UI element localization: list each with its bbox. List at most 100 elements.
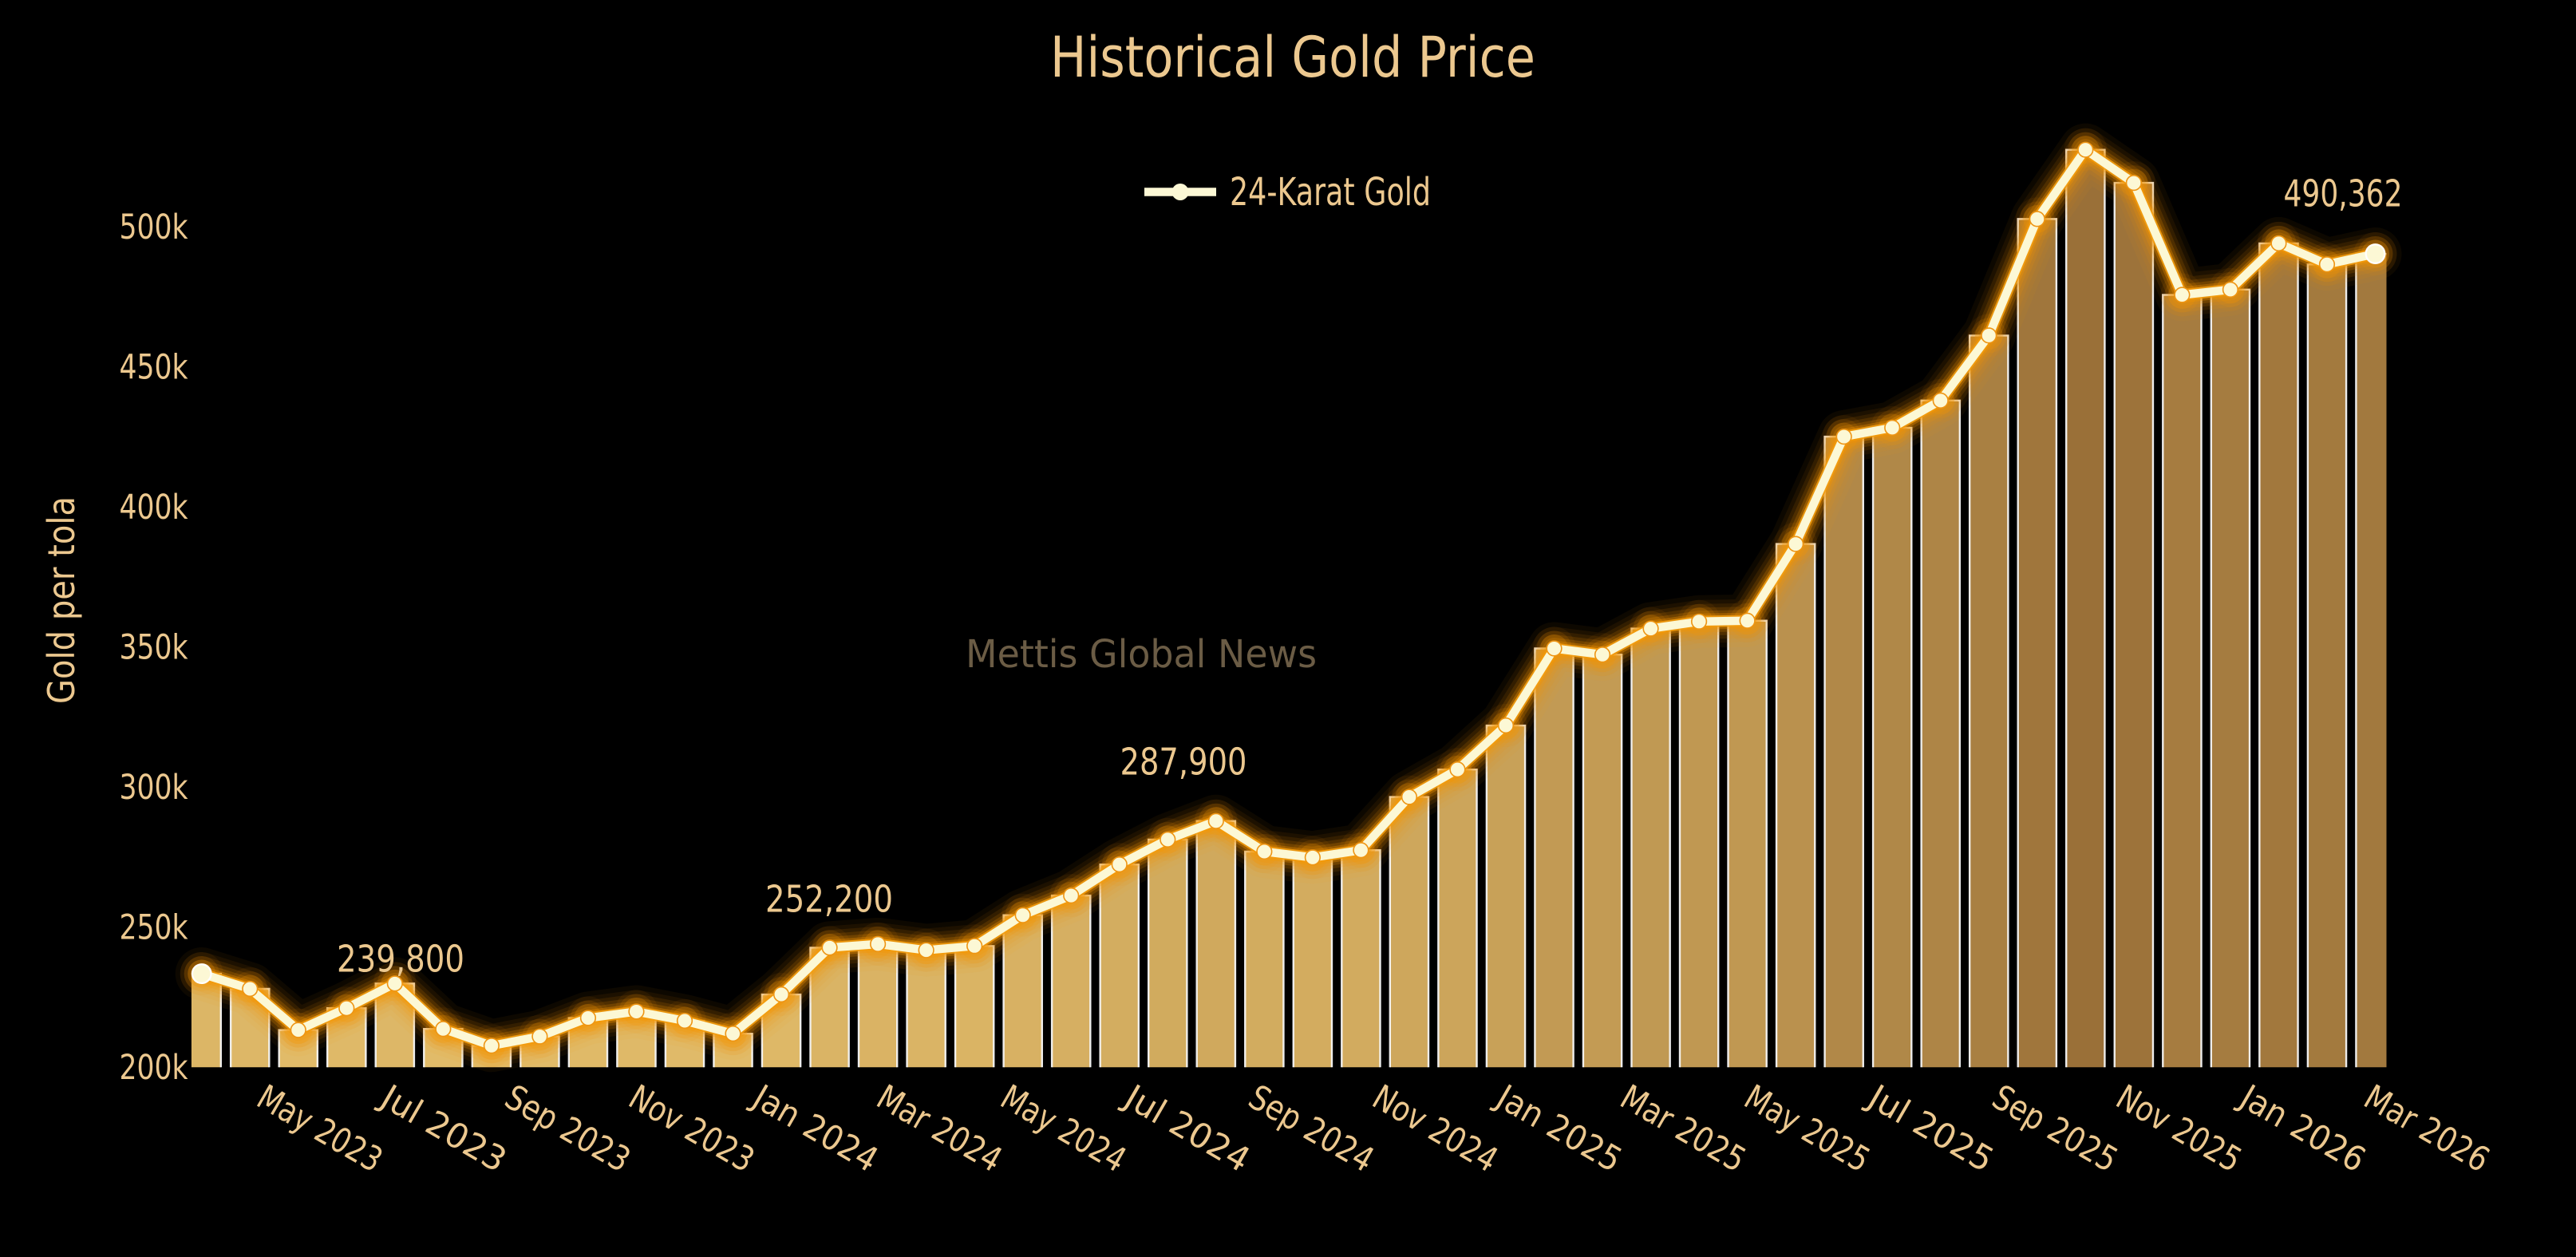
endpoint-marker[interactable]	[2365, 243, 2386, 264]
price-marker[interactable]	[2029, 211, 2045, 227]
bar[interactable]	[1921, 400, 1960, 1068]
bar[interactable]	[1679, 621, 1719, 1068]
price-marker[interactable]	[2125, 174, 2142, 192]
legend-label[interactable]: 24-Karat Gold	[1230, 170, 1431, 215]
price-marker[interactable]	[1497, 717, 1515, 734]
price-marker[interactable]	[1063, 887, 1080, 904]
price-marker[interactable]	[1690, 613, 1708, 630]
y-axis-title: Gold per tola	[40, 496, 83, 704]
price-marker[interactable]	[1981, 327, 1997, 344]
bar[interactable]	[1148, 839, 1187, 1068]
bar[interactable]	[1873, 427, 1912, 1068]
price-marker[interactable]	[338, 1000, 355, 1017]
bar[interactable]	[2307, 264, 2347, 1068]
bar[interactable]	[1245, 852, 1284, 1068]
bar[interactable]	[2163, 294, 2202, 1068]
bar[interactable]	[1389, 796, 1429, 1068]
price-marker[interactable]	[1546, 640, 1563, 657]
price-marker[interactable]	[1932, 392, 1949, 409]
price-marker[interactable]	[1207, 812, 1224, 829]
bar[interactable]	[1631, 628, 1670, 1068]
price-marker[interactable]	[483, 1038, 500, 1054]
price-marker[interactable]	[1111, 856, 1128, 873]
bar[interactable]	[279, 1030, 318, 1068]
bar[interactable]	[1003, 915, 1042, 1068]
price-line[interactable]	[197, 145, 2380, 1050]
bar[interactable]	[231, 989, 270, 1068]
bar[interactable]	[665, 1021, 705, 1068]
price-marker[interactable]	[918, 942, 934, 959]
price-marker[interactable]	[2222, 281, 2239, 298]
endpoint-marker[interactable]	[191, 963, 212, 985]
y-tick-label: 400k	[120, 488, 188, 528]
price-marker[interactable]	[1739, 612, 1756, 629]
bar[interactable]	[955, 946, 994, 1068]
bar[interactable]	[617, 1011, 656, 1068]
bar[interactable]	[1486, 725, 1526, 1068]
price-marker[interactable]	[1014, 907, 1031, 923]
bar[interactable]	[1052, 895, 1091, 1068]
price-marker[interactable]	[1160, 831, 1176, 848]
price-marker[interactable]	[966, 938, 983, 955]
price-marker[interactable]	[870, 935, 887, 952]
bar[interactable]	[859, 943, 898, 1068]
bar[interactable]	[375, 983, 414, 1068]
bar[interactable]	[1824, 437, 1863, 1068]
bar[interactable]	[1341, 850, 1381, 1068]
price-marker[interactable]	[531, 1028, 548, 1045]
y-tick-label: 350k	[120, 627, 188, 667]
bar[interactable]	[183, 974, 221, 1068]
price-marker[interactable]	[435, 1021, 452, 1038]
bar[interactable]	[327, 1008, 366, 1068]
bar[interactable]	[568, 1018, 608, 1068]
price-marker[interactable]	[242, 980, 259, 998]
price-marker[interactable]	[1835, 429, 1852, 445]
price-marker[interactable]	[1884, 419, 1901, 436]
y-tick-label: 500k	[120, 208, 188, 247]
bar[interactable]	[1582, 654, 1622, 1068]
price-marker[interactable]	[2270, 235, 2287, 252]
price-marker[interactable]	[1256, 843, 1273, 860]
price-marker[interactable]	[628, 1003, 645, 1020]
price-marker[interactable]	[2318, 256, 2336, 273]
price-marker[interactable]	[1788, 536, 1804, 552]
bar[interactable]	[424, 1029, 463, 1068]
legend-dot-swatch[interactable]	[1171, 184, 1189, 200]
price-marker[interactable]	[821, 939, 838, 956]
price-marker[interactable]	[1353, 842, 1369, 859]
bar[interactable]	[1196, 820, 1235, 1068]
price-marker[interactable]	[676, 1012, 693, 1030]
price-marker[interactable]	[1449, 761, 1466, 778]
price-marker[interactable]	[579, 1010, 597, 1026]
bar[interactable]	[1535, 648, 1574, 1068]
bar[interactable]	[810, 947, 849, 1068]
bar[interactable]	[2066, 149, 2105, 1068]
price-marker[interactable]	[1594, 646, 1611, 663]
bar[interactable]	[713, 1034, 753, 1068]
bar[interactable]	[2211, 289, 2250, 1068]
price-marker[interactable]	[2077, 141, 2094, 158]
bar[interactable]	[472, 1046, 511, 1068]
price-marker[interactable]	[725, 1026, 741, 1042]
bar[interactable]	[1776, 544, 1815, 1068]
bar[interactable]	[1293, 857, 1332, 1068]
price-marker[interactable]	[386, 975, 403, 992]
y-tick-label: 250k	[120, 907, 188, 947]
bar[interactable]	[1438, 769, 1477, 1068]
bar[interactable]	[1728, 620, 1767, 1068]
bar[interactable]	[2259, 243, 2298, 1068]
price-marker[interactable]	[290, 1022, 306, 1038]
bar[interactable]	[2017, 219, 2056, 1068]
price-marker[interactable]	[1642, 620, 1659, 637]
bar[interactable]	[761, 994, 801, 1068]
bar[interactable]	[907, 950, 946, 1068]
price-marker[interactable]	[1401, 789, 1418, 805]
legend[interactable]: 24-Karat Gold	[1144, 170, 1431, 215]
bar[interactable]	[1100, 864, 1139, 1068]
price-marker[interactable]	[1304, 849, 1321, 866]
price-marker[interactable]	[2174, 287, 2191, 303]
price-marker[interactable]	[772, 986, 790, 1003]
bar[interactable]	[1970, 335, 2009, 1068]
bar[interactable]	[2114, 183, 2153, 1068]
bar[interactable]	[2356, 254, 2394, 1068]
